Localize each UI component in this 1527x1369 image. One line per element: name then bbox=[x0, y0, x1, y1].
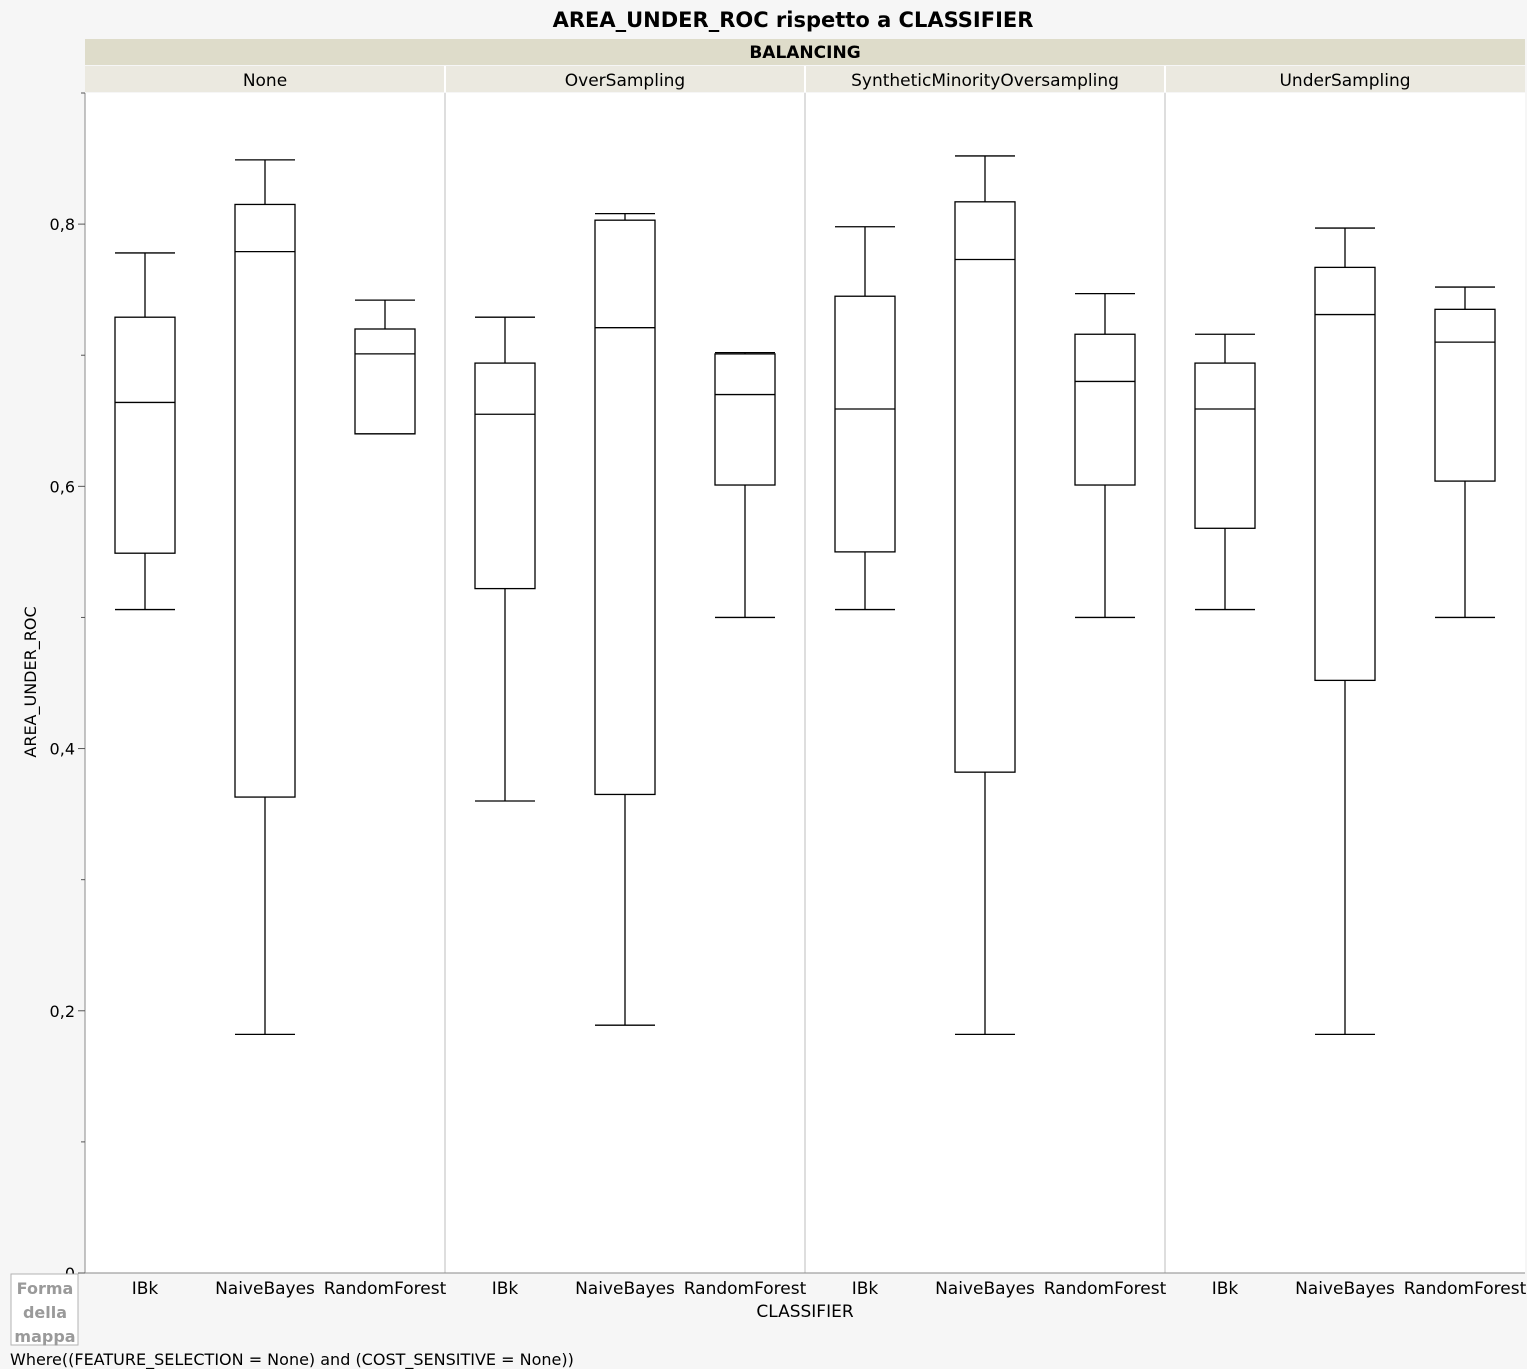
where-clause: Where((FEATURE_SELECTION = None) and (CO… bbox=[10, 1350, 574, 1369]
boxes bbox=[114, 155, 1496, 1036]
iqr-box bbox=[114, 316, 176, 554]
iqr-box bbox=[1194, 362, 1256, 529]
panel-header-bg bbox=[445, 66, 805, 92]
iqr-box bbox=[954, 201, 1016, 773]
box-UnderSampling-NaiveBayes bbox=[1314, 227, 1376, 1036]
box-UnderSampling-RandomForest bbox=[1434, 286, 1496, 619]
box-OverSampling-RandomForest bbox=[714, 351, 776, 619]
panel-headers: None OverSampling SyntheticMinorityOversam… bbox=[85, 66, 1525, 92]
box-OverSampling-NaiveBayes bbox=[594, 212, 656, 1026]
x-tick-label: IBk bbox=[1212, 1279, 1239, 1299]
legend-line-2: della bbox=[23, 1303, 67, 1322]
iqr-box bbox=[234, 203, 296, 798]
y-axis-label: AREA_UNDER_ROC bbox=[21, 606, 41, 757]
panel-header-label: UnderSampling bbox=[1279, 71, 1410, 91]
box-None-RandomForest bbox=[354, 299, 416, 435]
iqr-box bbox=[1314, 266, 1376, 682]
x-tick-label: RandomForest bbox=[1404, 1279, 1527, 1299]
iqr-box bbox=[474, 362, 536, 590]
box-UnderSampling-IBk bbox=[1194, 333, 1256, 611]
group-header-bar bbox=[85, 39, 1525, 65]
box-OverSampling-IBk bbox=[474, 316, 536, 802]
x-tick-label: NaiveBayes bbox=[1295, 1279, 1395, 1299]
x-tick-label: IBk bbox=[852, 1279, 879, 1299]
iqr-box bbox=[714, 353, 776, 486]
plot-area bbox=[85, 93, 1525, 1273]
iqr-box bbox=[594, 219, 656, 796]
box-None-NaiveBayes bbox=[234, 159, 296, 1036]
x-tick-label: NaiveBayes bbox=[935, 1279, 1035, 1299]
y-tick-label: 0,8 bbox=[50, 215, 75, 234]
y-tick-label: 0,4 bbox=[50, 740, 75, 759]
box-None-IBk bbox=[114, 252, 176, 611]
group-header-label: BALANCING bbox=[749, 43, 860, 63]
panel-header-bg bbox=[805, 66, 1165, 92]
x-tick-label: RandomForest bbox=[684, 1279, 807, 1299]
x-axis-label: CLASSIFIER bbox=[756, 1302, 853, 1322]
legend-line-3: mappa bbox=[14, 1327, 75, 1346]
legend-line-1: Forma bbox=[17, 1279, 74, 1298]
x-tick-label: RandomForest bbox=[324, 1279, 447, 1299]
panel-header-label: OverSampling bbox=[565, 71, 685, 91]
x-tick-label: RandomForest bbox=[1044, 1279, 1167, 1299]
iqr-box bbox=[1074, 333, 1136, 486]
panel-header-bg bbox=[1165, 66, 1525, 92]
map-shape-legend[interactable]: Forma della mappa bbox=[10, 1273, 79, 1346]
x-tick-label: IBk bbox=[132, 1279, 159, 1299]
box-SyntheticMinorityOversampling-IBk bbox=[834, 226, 896, 611]
iqr-box bbox=[354, 328, 416, 435]
y-tick-label: 0,2 bbox=[50, 1002, 75, 1021]
x-tick-label: NaiveBayes bbox=[575, 1279, 675, 1299]
panel-header-bg bbox=[85, 66, 445, 92]
iqr-box bbox=[1434, 308, 1496, 482]
box-SyntheticMinorityOversampling-RandomForest bbox=[1074, 292, 1136, 619]
y-axis: 00,20,40,60,8 bbox=[50, 92, 86, 1283]
x-tick-label: IBk bbox=[492, 1279, 519, 1299]
x-tick-label: NaiveBayes bbox=[215, 1279, 315, 1299]
y-tick-label: 0,6 bbox=[50, 477, 75, 496]
chart-title: AREA_UNDER_ROC rispetto a CLASSIFIER bbox=[553, 8, 1034, 32]
panel-header-label: None bbox=[243, 71, 287, 91]
panel-header-label: SyntheticMinorityOversampling bbox=[851, 71, 1119, 91]
iqr-box bbox=[834, 295, 896, 553]
x-axis: IBk NaiveBayes RandomForest IBk NaiveBayes Ra… bbox=[85, 1272, 1527, 1299]
box-SyntheticMinorityOversampling-NaiveBayes bbox=[954, 155, 1016, 1036]
